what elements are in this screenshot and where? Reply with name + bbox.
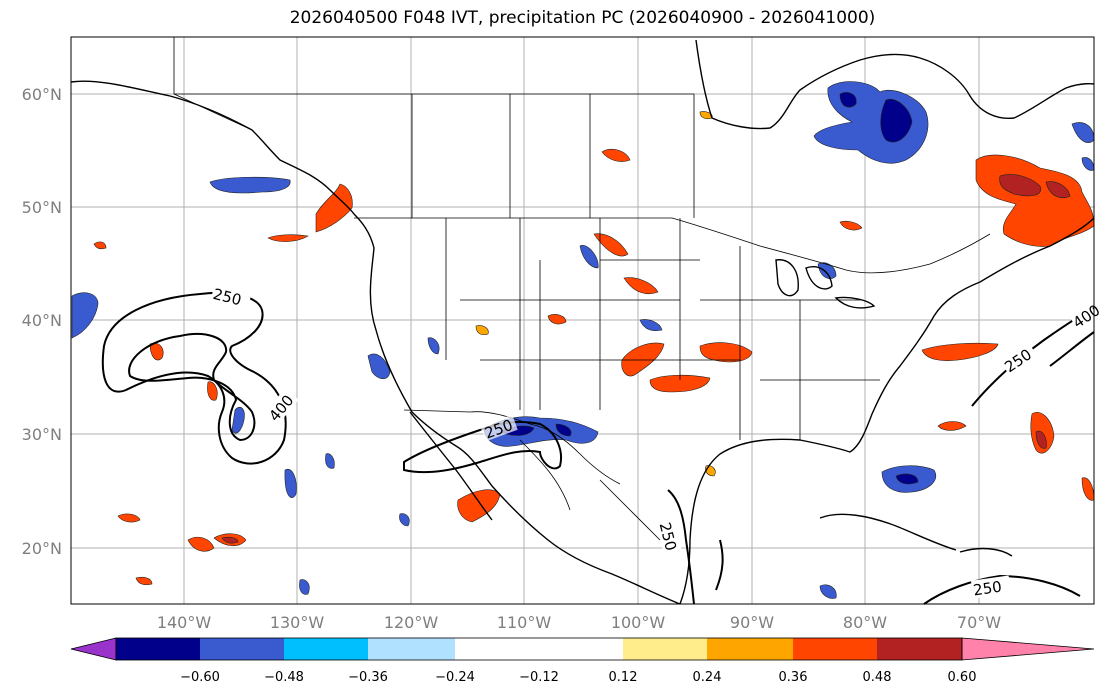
ivt-250-mexico xyxy=(403,421,562,474)
colorbar-over-extension xyxy=(961,637,1095,661)
pc-neg-labrador-core xyxy=(839,92,913,143)
pc-neg-subtrop xyxy=(284,453,335,498)
coast-hudson xyxy=(695,39,921,130)
lat-label-40: 40°N xyxy=(22,311,62,330)
lat-label-60: 60°N xyxy=(22,85,62,104)
lon-label-130: 130°W xyxy=(270,613,325,632)
lon-label-120: 120°W xyxy=(384,613,439,632)
border-mexico-states xyxy=(519,439,661,541)
coast-baja xyxy=(409,411,493,521)
ivt-400-pacific xyxy=(128,332,256,442)
lon-label-110: 110°W xyxy=(497,613,552,632)
lat-label-20: 20°N xyxy=(22,539,62,558)
colorbar-bin-0 xyxy=(116,638,200,660)
colorbar-bin-4 xyxy=(455,638,539,660)
pc-pos-bc xyxy=(315,183,353,233)
cb-tick-9: 0.60 xyxy=(948,670,977,685)
colorbar-bin-6 xyxy=(623,638,707,660)
border-alaska xyxy=(173,37,253,131)
colorbar-bin-7 xyxy=(707,638,793,660)
political-borders xyxy=(173,37,991,541)
pc-neg-caribbean-core xyxy=(895,473,919,485)
pc-pos-atlantic xyxy=(921,342,999,361)
precip-pc-shading xyxy=(71,81,1095,599)
pc-pos-plains1 xyxy=(621,342,665,377)
pc-neg-baja xyxy=(367,353,391,380)
pc-pos-quebec-core xyxy=(999,174,1071,199)
coast-hispaniola xyxy=(959,547,1013,557)
map-area: 250 400 250 400 250 250 250 xyxy=(70,36,1103,605)
ivt-250-pacific xyxy=(101,291,287,465)
ivt-250-gulf xyxy=(667,489,724,605)
colorbar-bin-5 xyxy=(539,638,623,660)
coast-cuba xyxy=(819,513,957,551)
colorbar-bin-3 xyxy=(368,638,455,660)
map-title: 2026040500 F048 IVT, precipitation PC (2… xyxy=(289,8,876,28)
pc-neg-minor xyxy=(299,245,837,599)
pc-pos-plains4 xyxy=(593,233,659,295)
pc-pos-minor xyxy=(93,148,967,586)
cb-tick-8: 0.48 xyxy=(863,670,892,685)
cb-tick-7: 0.36 xyxy=(779,670,808,685)
cb-tick-0: −0.60 xyxy=(180,670,220,685)
pc-pos-plains2 xyxy=(649,374,711,393)
lat-label-30: 30°N xyxy=(22,425,62,444)
pc-neg-pacific-sw xyxy=(231,407,245,434)
cb-tick-5: 0.12 xyxy=(609,670,638,685)
colorbar-bin-2 xyxy=(284,638,368,660)
pc-pos-atlantic-e-core xyxy=(1035,430,1047,449)
pc-pos-pacific-sw xyxy=(117,513,247,552)
pc-neg-greatlakes xyxy=(817,262,837,279)
border-states xyxy=(445,218,880,440)
ivt-400-atlantic xyxy=(1049,331,1095,367)
map-frame xyxy=(70,36,1095,605)
lat-label-50: 50°N xyxy=(22,198,62,217)
pc-neg-gulf-alaska xyxy=(209,176,291,194)
pc-pos-baja xyxy=(457,489,501,523)
border-us-mexico xyxy=(403,409,621,485)
lon-label-80: 80°W xyxy=(843,613,887,632)
lon-label-70: 70°W xyxy=(957,613,1001,632)
colorbar-bin-8 xyxy=(793,638,877,660)
coast-labrador xyxy=(919,57,1095,119)
lon-label-100: 100°W xyxy=(611,613,666,632)
colorbar-bin-1 xyxy=(200,638,284,660)
colorbar-tick-labels: −0.60 −0.48 −0.36 −0.24 −0.12 0.12 0.24 … xyxy=(180,670,976,685)
cb-tick-3: −0.24 xyxy=(435,670,475,685)
cb-tick-1: −0.48 xyxy=(264,670,304,685)
pc-neg-pacific-nw xyxy=(71,292,99,339)
pc-pos-pacific-sw-core xyxy=(221,536,239,544)
cb-tick-2: −0.36 xyxy=(348,670,388,685)
lon-label-90: 90°W xyxy=(730,613,774,632)
ivt-250-caribbean xyxy=(923,574,1081,605)
greatlakes xyxy=(775,259,876,309)
colorbar: −0.60 −0.48 −0.36 −0.24 −0.12 0.12 0.24 … xyxy=(70,637,1095,685)
pc-pos-pacific-w xyxy=(149,342,218,401)
colorbar-under-extension xyxy=(70,637,117,661)
colorbar-bin-9 xyxy=(877,638,962,660)
cb-tick-6: 0.24 xyxy=(693,670,722,685)
pc-pos-plains3 xyxy=(699,342,753,363)
border-us-canada xyxy=(354,217,991,274)
lat-axis-labels: 60°N 50°N 40°N 30°N 20°N xyxy=(22,85,62,558)
lon-label-140: 140°W xyxy=(157,613,212,632)
coast-gulf xyxy=(679,217,1095,605)
cb-tick-4: −0.12 xyxy=(519,670,559,685)
ivt-label-250-caribbean: 250 xyxy=(972,578,1003,600)
ivt-contour-labels: 250 400 250 400 250 250 250 xyxy=(210,283,1103,600)
border-canada-prov xyxy=(174,93,695,218)
lon-axis-labels: 140°W 130°W 120°W 110°W 100°W 90°W 80°W … xyxy=(157,613,1001,632)
